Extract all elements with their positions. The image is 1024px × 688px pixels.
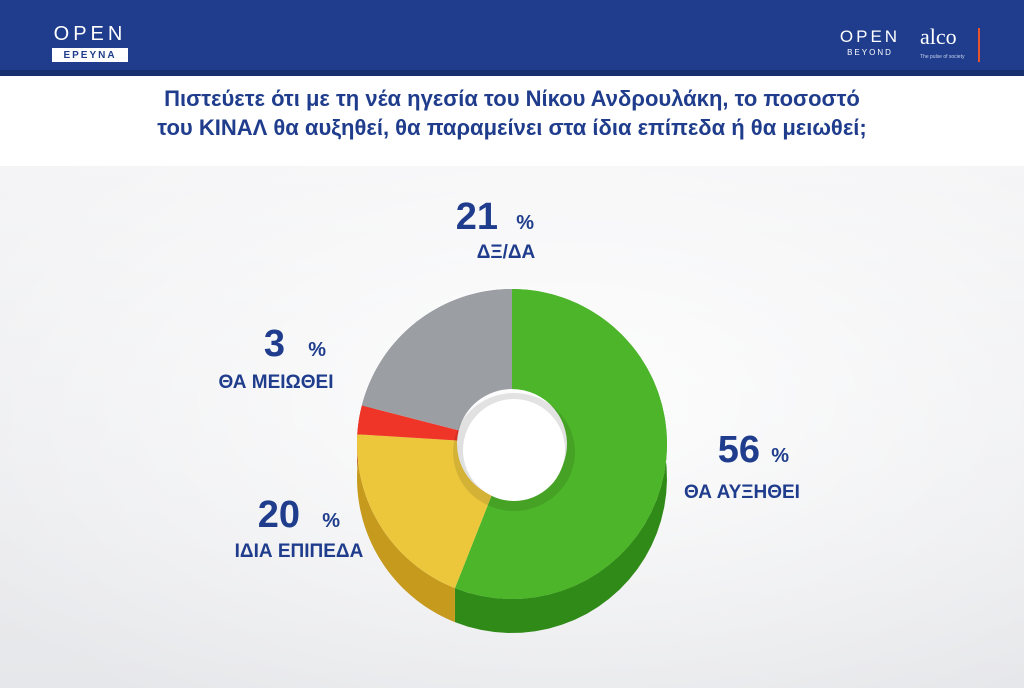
header-bar: OPEN ΕΡΕΥΝΑ OPEN BEYOND alco The pulse o… <box>0 0 1024 76</box>
question-line-2: του ΚΙΝΑΛ θα αυξηθεί, θα παραμείνει στα … <box>157 115 867 140</box>
slice-0-top <box>454 289 667 599</box>
slice-1-side <box>357 434 455 623</box>
slice-value-2: 3 <box>264 323 285 365</box>
alco-logo: alco The pulse of society <box>920 24 974 61</box>
slice-percent-sign-2: % <box>308 339 326 361</box>
logo-open-beyond-text: OPEN <box>839 27 901 46</box>
slice-1-top <box>356 434 492 589</box>
question-line-1: Πιστεύετε ότι με τη νέα ηγεσία του Νίκου… <box>164 86 860 111</box>
slice-value-1: 20 <box>258 494 300 536</box>
logo-open-text: OPEN <box>53 23 127 45</box>
slice-percent-sign-0: % <box>771 445 789 467</box>
slice-2-top <box>357 405 459 441</box>
donut-hole <box>463 399 565 501</box>
poll-question: Πιστεύετε ότι με τη νέα ηγεσία του Νίκου… <box>40 84 984 142</box>
open-erevna-logo: OPEN ΕΡΕΥΝΑ <box>52 24 128 62</box>
slice-label-0: ΘΑ ΑΥΞΗΘΕΙ <box>684 482 800 503</box>
slice-label-2: ΘΑ ΜΕΙΩΘΕΙ <box>218 372 333 393</box>
donut-chart: 56 % ΘΑ ΑΥΞΗΘΕΙ 20 % ΙΔΙΑ ΕΠΙΠΕΔΑ 3 % ΘΑ ΜΕΙΩΘΕΙ… <box>0 166 1024 688</box>
slice-percent-sign-1: % <box>322 510 340 532</box>
alco-tagline: The pulse of society <box>920 54 965 60</box>
logo-beyond-text: BEYOND <box>847 48 893 57</box>
alco-wordmark: alco <box>920 24 957 49</box>
slice-label-1: ΙΔΙΑ ΕΠΙΠΕΔΑ <box>235 541 364 562</box>
open-beyond-logo: OPEN BEYOND <box>832 27 908 58</box>
logo-erevna-text: ΕΡΕΥΝΑ <box>52 48 128 62</box>
slice-0-side <box>454 289 667 633</box>
header-stripe <box>0 70 1024 76</box>
alco-accent-bar <box>978 28 980 62</box>
slice-label-3: ΔΞ/ΔΑ <box>477 242 536 263</box>
slice-value-3: 21 <box>456 196 498 238</box>
slice-3-top <box>361 289 512 431</box>
slice-percent-sign-3: % <box>516 212 534 234</box>
slice-value-0: 56 <box>718 429 760 471</box>
